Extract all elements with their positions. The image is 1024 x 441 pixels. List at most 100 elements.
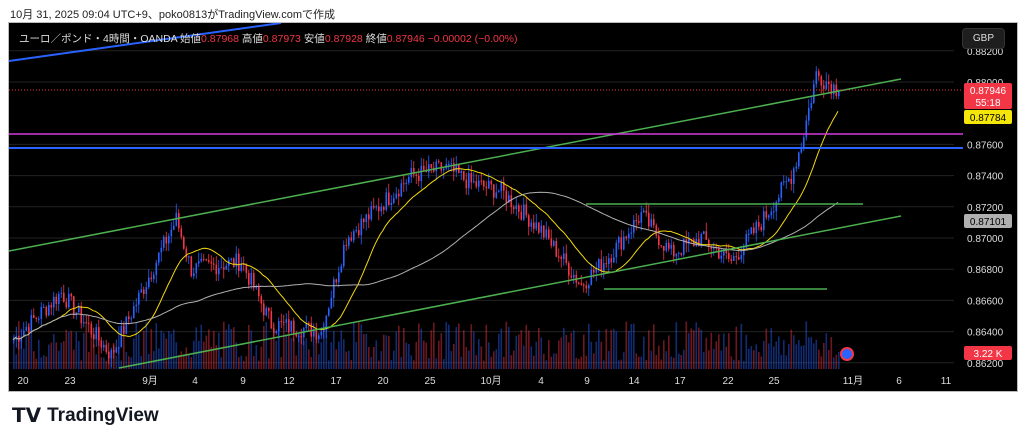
volume-bar [30,333,33,369]
channel-upper-line [9,78,902,252]
candle-body [605,263,608,265]
time-tick: 11 [941,376,952,387]
volume-bar [80,360,83,369]
volume-bar [683,349,685,369]
volume-bar [693,330,695,369]
volume-bar [520,330,523,369]
volume-bar [630,323,633,369]
volume-bar [828,350,830,369]
volume-bar [420,328,423,369]
candle-body [88,322,90,324]
candle-body [518,205,520,212]
volume-bar [665,351,668,369]
candle-body [405,182,408,184]
volume-bar [623,352,625,369]
candle-body [825,81,828,89]
candle-body [163,236,165,248]
volume-bar [578,358,580,369]
time-tick: 17 [330,376,342,387]
volume-bar [678,353,680,369]
currency-button[interactable]: GBP [961,28,1005,49]
low-label: 安値 [303,33,325,45]
volume-bar [135,323,138,369]
volume-bar [115,355,118,369]
candle-body [610,258,613,263]
volume-bar [605,329,608,369]
volume-bar [620,359,623,369]
candle-body [123,326,125,334]
volume-bar [128,356,130,369]
candle-body [338,272,340,283]
volume-bar [603,360,605,369]
candle-body [660,245,663,247]
candle-body [568,263,570,276]
candle-body [135,304,138,307]
candle-body [743,247,745,256]
candle-body [388,192,390,206]
candle-body [350,237,353,241]
candle-body [613,257,615,263]
candle-body [663,246,665,251]
ma-fast-line [12,111,839,340]
candle-body [270,311,273,329]
volume-bar [218,332,220,369]
candle-body [40,307,43,319]
candle-body [460,170,463,174]
volume-bar [113,345,115,369]
volume-bar [298,332,300,369]
last-price-badge-text: 0.87946 [970,86,1007,97]
candle-body [420,165,423,182]
volume-bar [335,349,338,369]
volume-bar [365,333,368,369]
volume-bar [690,328,693,369]
candle-body [363,218,365,223]
tradingview-logo[interactable]: 𝗧𝗩 TradingView [12,403,159,428]
volume-bar [513,350,515,369]
time-tick: 22 [722,376,734,387]
candle-body [143,289,145,294]
candle-body [23,330,25,337]
close-value: 0.87946 [386,33,425,45]
candle-body [670,244,673,249]
candle-body [765,211,768,218]
volume-bar [233,327,235,369]
candle-body [208,260,210,262]
chart-panel[interactable]: ユーロ／ポンド・4時間・OANDA 始値0.87968 高値0.87973 安値… [8,22,1018,392]
volume-bar [800,345,803,369]
candle-body [160,247,163,253]
volume-bar [263,326,265,369]
volume-bar [533,355,535,369]
candle-body [60,292,63,294]
candle-body [243,264,245,266]
volume-bar [685,321,688,369]
volume-bar [110,351,113,369]
volume-bar [130,357,133,369]
volume-bar [55,342,58,369]
volume-bar [515,335,518,369]
volume-bar [103,357,105,369]
volume-bar [430,330,433,369]
time-tick: 14 [628,376,640,387]
volume-bar [788,344,790,369]
candle-body [30,315,33,333]
price-chart[interactable]: 0.882000.880000.876000.874000.872000.870… [9,23,1017,391]
volume-bar [313,344,315,369]
volume-bar [88,351,90,369]
volume-bar [180,351,183,369]
volume-bar [323,323,325,369]
volume-bar [370,356,373,369]
candle-body [63,292,65,302]
time-tick: 9 [584,376,590,387]
candle-body [238,253,240,272]
volume-bar [615,331,618,369]
candle-body [295,333,298,337]
volume-bar [463,330,465,369]
volume-bar [155,323,158,369]
volume-bar [408,343,410,369]
volume-bar [483,360,485,369]
volume-bar [348,350,350,369]
volume-bar [673,357,675,369]
candle-body [760,226,763,231]
volume-bar [173,329,175,369]
volume-bar [170,333,173,369]
